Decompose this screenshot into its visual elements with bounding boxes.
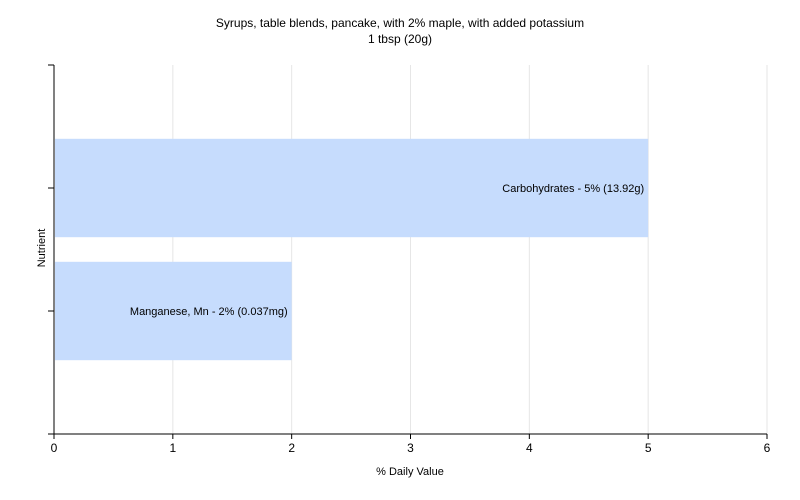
chart-subtitle: 1 tbsp (20g) — [367, 32, 433, 46]
x-tick-label: 2 — [288, 441, 295, 455]
x-tick-label: 4 — [526, 441, 533, 455]
x-tick-label: 1 — [169, 441, 176, 455]
x-tick-label: 6 — [764, 441, 771, 455]
chart-title: Syrups, table blends, pancake, with 2% m… — [215, 16, 585, 30]
data-label: Carbohydrates - 5% (13.92g) — [502, 183, 644, 195]
y-axis-label: Nutrient — [36, 228, 48, 268]
x-tick-label: 0 — [51, 441, 58, 455]
data-label: Manganese, Mn - 2% (0.037mg) — [130, 306, 288, 318]
bar — [55, 138, 649, 238]
x-axis-label: % Daily Value — [376, 466, 444, 478]
bar — [55, 261, 292, 361]
x-tick-label: 3 — [407, 441, 414, 455]
x-tick-label: 5 — [645, 441, 652, 455]
